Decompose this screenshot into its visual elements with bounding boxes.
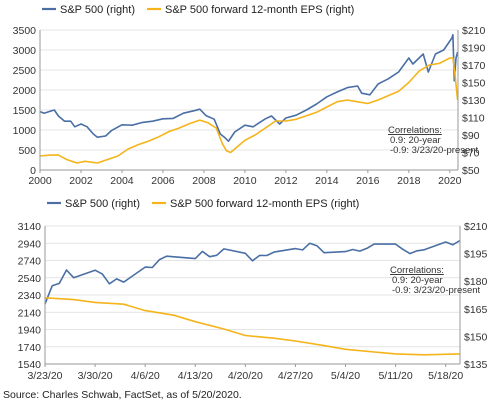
y-right-tick-label: $190 [462,43,486,55]
x-tick-label: 2010 [233,175,257,187]
y-right-tick-label: $90 [462,130,480,142]
y-right-tick-labels: $50 $70 $90 $110 $130 $150 $170 $190 $210 [462,25,486,177]
y-left-tick-label: 0 [30,165,36,177]
series-lines [39,33,459,164]
axes [44,226,461,367]
x-tick-label: 4/27/20 [278,370,313,382]
y-right-tick-label: $130 [462,95,486,107]
annotation-line: 0.9: 20-year [392,275,443,286]
x-tick-label: 3/23/20 [27,370,62,382]
annotation-line: -0.9: 3/23/20-present [392,285,481,296]
legend-label-eps: S&P 500 forward 12-month EPS (right) [170,198,359,210]
y-right-tick-label: $180 [464,276,488,288]
y-left-tick-label: 1940 [18,325,42,337]
y-left-tick-label: 500 [18,145,36,157]
y-left-tick-label: 2140 [18,307,42,319]
x-tick-label: 2016 [356,175,380,187]
y-right-tick-labels: $135 $150 $165 $180 $195 $210 [464,221,488,371]
x-tick-label: 4/6/20 [131,370,160,382]
x-tick-label: 2018 [397,175,421,187]
y-left-tick-label: 2940 [18,238,42,250]
sp500-series-line [39,33,459,142]
y-right-tick-label: $150 [464,331,488,343]
y-right-tick-label: $135 [464,359,488,371]
y-left-tick-labels: 0 500 1000 1500 2000 2500 3000 3500 [13,25,37,177]
legend: S&P 500 (right) S&P 500 forward 12-month … [42,4,354,16]
y-left-tick-label: 2740 [18,256,42,268]
x-tick-label: 2012 [274,175,298,187]
x-tick-label: 2014 [315,175,339,187]
y-left-tick-labels: 1540 1740 1940 2140 2340 2540 2740 2940 3140 [18,221,42,371]
y-right-tick-label: $210 [464,221,488,233]
correlation-annotation: Correlations:0.9: 20-year-0.9: 3/23/20-p… [388,125,479,156]
eps-series-line [44,297,461,356]
y-left-tick-label: 2000 [13,85,37,97]
y-left-tick-label: 1500 [13,105,37,117]
y-left-tick-label: 2500 [13,65,37,77]
annotation-line: -0.9: 3/23/20-present [390,145,479,156]
x-tick-label: 3/30/20 [78,370,113,382]
x-tick-label: 2020 [438,175,462,187]
x-tick-label: 4/20/20 [228,370,263,382]
x-tick-labels: 2000 2002 2004 2006 2008 2010 2012 2014 2016 2018… [28,175,461,187]
x-tick-label: 2000 [28,175,52,187]
y-right-tick-label: $150 [462,78,486,90]
annotation-heading: Correlations: [390,265,444,276]
source-note: Source: Charles Schwab, FactSet, as of 5… [3,389,242,401]
y-right-tick-label: $110 [462,113,485,125]
axes [39,30,459,173]
x-tick-label: 2002 [69,175,93,187]
x-tick-label: 2006 [151,175,175,187]
y-left-tick-label: 3140 [18,221,42,233]
y-left-tick-label: 1000 [13,125,37,137]
legend: S&P 500 (right) S&P 500 forward 12-month … [47,198,359,210]
y-right-tick-label: $165 [464,304,488,316]
legend-label-sp500: S&P 500 (right) [65,198,140,210]
x-tick-label: 4/13/20 [178,370,213,382]
x-tick-label: 2004 [110,175,134,187]
y-right-tick-label: $50 [462,165,480,177]
annotation-heading: Correlations: [388,125,442,136]
chart-top: 0 500 1000 1500 2000 2500 3000 3500 $50 $70 $90 $1… [13,4,486,187]
y-left-tick-label: 1540 [18,359,42,371]
chart-bottom: 1540 1740 1940 2140 2340 2540 2740 2940 3140 $13… [18,198,488,382]
y-right-tick-label: $195 [464,249,488,261]
sp500-series-line [44,239,461,305]
y-left-tick-label: 2340 [18,290,42,302]
x-tick-label: 5/11/20 [378,370,412,382]
eps-series-line [39,57,459,164]
annotation-line: 0.9: 20-year [390,135,441,146]
y-left-tick-label: 1740 [18,342,42,354]
y-left-tick-label: 3000 [13,45,37,57]
x-tick-label: 5/4/20 [331,370,360,382]
y-right-tick-label: $210 [462,25,486,37]
series-lines [44,239,461,356]
x-tick-label: 5/18/20 [428,370,463,382]
legend-label-eps: S&P 500 forward 12-month EPS (right) [165,4,354,16]
x-tick-label: 2008 [192,175,216,187]
grid-lines [40,29,458,171]
legend-label-sp500: S&P 500 (right) [60,4,135,16]
y-right-tick-label: $170 [462,60,486,72]
y-left-tick-label: 3500 [13,25,37,37]
grid-lines [45,225,460,365]
x-tick-labels: 3/23/20 3/30/20 4/6/20 4/13/20 4/20/20 4/27/2… [27,370,463,382]
y-left-tick-label: 2540 [18,273,42,285]
y-right-tick-label: $70 [462,148,480,160]
correlation-annotation: Correlations:0.9: 20-year-0.9: 3/23/20-p… [390,265,481,296]
